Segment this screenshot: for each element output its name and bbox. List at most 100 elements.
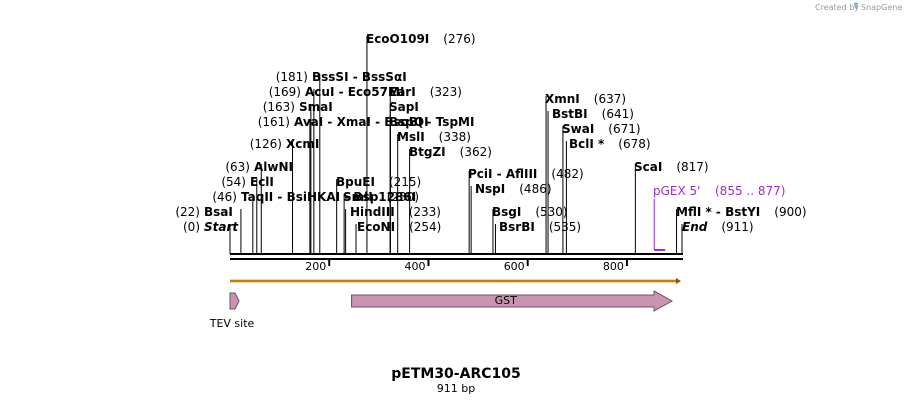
cut-site[interactable]: EcoO109I (276) [366, 32, 476, 254]
cut-site-name: SapI [389, 100, 419, 114]
cut-site[interactable]: SmlI (230) [343, 190, 419, 254]
cut-site-position: (169) [269, 85, 301, 99]
feature-gst[interactable]: GST [351, 290, 674, 312]
cut-site-position: (641) [602, 107, 634, 121]
cut-site-position: (126) [250, 137, 282, 151]
cut-site-position: (323) [430, 85, 462, 99]
cut-site[interactable]: PciI - AflIII (482) [468, 167, 584, 254]
cut-site-name: SwaI [562, 122, 594, 136]
snapgene-logo-icon [854, 2, 858, 9]
cut-site[interactable]: AcuI - Eco57MI (169) [269, 85, 405, 254]
cut-site[interactable]: BtgZI (362) [409, 145, 492, 254]
cut-site-name: ScaI [634, 160, 662, 174]
cut-site[interactable]: AlwNI (63) [225, 160, 293, 254]
axis-tick-label: 400 [404, 260, 425, 273]
cut-site-name: TaqII - BsiHKAI - Bsp1286I [241, 190, 416, 204]
cut-site[interactable]: Start (0) [183, 220, 239, 254]
cut-site-name: BsrBI [499, 220, 535, 234]
cut-site-name: AlwNI [254, 160, 293, 174]
cut-site[interactable]: NspI (486) [470, 182, 552, 254]
feature-arrow [229, 292, 240, 310]
cut-site-name: AvaI - XmaI - BsoBI - TspMI [294, 115, 474, 129]
cut-site[interactable]: BsaI (22) [175, 205, 242, 254]
feature-tev-site[interactable]: TEV site [209, 292, 255, 330]
cut-site-position: (54) [221, 175, 246, 189]
cut-site-position: (22) [175, 205, 200, 219]
cut-site[interactable]: MflI * - BstYI (900) [676, 205, 807, 254]
cut-site-position: (215) [389, 175, 421, 189]
plasmid-title: pETM30-ARC105 [391, 366, 520, 382]
cut-site[interactable]: TaqII - BsiHKAI - Bsp1286I (46) [212, 190, 416, 254]
cut-site-position: (230) [387, 190, 419, 204]
cut-site-position: (276) [443, 32, 475, 46]
cut-site-name: EclI [250, 175, 274, 189]
cut-site[interactable]: EcoNI (254) [355, 220, 441, 254]
cut-site[interactable]: End (911) [681, 220, 754, 254]
cut-site-position: (486) [519, 182, 551, 196]
cut-site[interactable]: MslI (338) [397, 130, 471, 254]
cut-site[interactable]: BstBI (641) [547, 107, 634, 254]
cut-site[interactable]: SwaI (671) [562, 122, 641, 254]
cut-site[interactable]: BsgI (530) [492, 205, 568, 254]
cut-site-position: (678) [618, 137, 650, 151]
cut-site-name: MflI * - BstYI [676, 205, 760, 219]
cut-site-name: EcoNI [357, 220, 395, 234]
cut-site-name: SmlI [343, 190, 373, 204]
cut-site[interactable]: HindIII (233) [345, 205, 441, 254]
axis-tick-label: 600 [504, 260, 525, 273]
cut-site-position: (46) [212, 190, 237, 204]
cut-site[interactable]: AvaI - XmaI - BsoBI - TspMI (161) [258, 115, 475, 254]
primer-name[interactable]: pGEX 5' [653, 184, 700, 198]
cut-site[interactable]: XmnI (637) [545, 92, 626, 254]
cut-site-name: End [682, 220, 708, 234]
cut-site[interactable]: BspQI [389, 115, 429, 254]
cut-site[interactable]: SmaI (163) [263, 100, 333, 254]
cut-site-name: EarI [389, 85, 416, 99]
cut-sites: Start (0) BsaI (22) TaqII - BsiHKAI - Bsp128… [175, 32, 807, 254]
cut-site-name: EcoO109I [366, 32, 429, 46]
credit-text: Created by [815, 3, 859, 12]
cut-site[interactable]: BsrBI (535) [494, 220, 581, 254]
cut-site[interactable]: EclI (54) [221, 175, 274, 254]
cut-site-name: BsaI [204, 205, 233, 219]
cut-site-position: (0) [183, 220, 200, 234]
orf-arrow [230, 278, 681, 284]
feature-label: GST [495, 294, 518, 307]
primer: pGEX 5' (855 .. 877) [653, 184, 785, 251]
cut-site-position: (900) [774, 205, 806, 219]
cut-site[interactable]: BpuEI (215) [336, 175, 421, 254]
cut-site-name: AcuI - Eco57MI [305, 85, 404, 99]
primer-range: (855 .. 877) [715, 184, 785, 198]
cut-site-name: BtgZI [409, 145, 446, 159]
cut-site-name: BclI * [569, 137, 605, 151]
cut-site-name: MslI [397, 130, 425, 144]
cut-site-name: BsgI [492, 205, 521, 219]
cut-site-position: (254) [409, 220, 441, 234]
cut-site-position: (233) [409, 205, 441, 219]
cut-site-name: SmaI [299, 100, 333, 114]
axis-tick-label: 200 [305, 260, 326, 273]
features: TEV site GST [209, 290, 674, 330]
cut-site-name: BstBI [552, 107, 588, 121]
cut-site-position: (181) [276, 70, 308, 84]
cut-site-position: (671) [608, 122, 640, 136]
cut-site-name: XmnI [545, 92, 580, 106]
cut-site-name: BssSI - BssSαI [312, 70, 407, 84]
cut-site-position: (482) [551, 167, 583, 181]
cut-site-name: BpuEI [336, 175, 375, 189]
cut-site-position: (338) [439, 130, 471, 144]
cut-site-position: (911) [721, 220, 753, 234]
cut-site-name: NspI [475, 182, 505, 196]
cut-site-position: (530) [535, 205, 567, 219]
cut-site-position: (163) [263, 100, 295, 114]
cut-site-position: (535) [549, 220, 581, 234]
cut-site[interactable]: BssSI - BssSαI (181) [276, 70, 407, 254]
cut-site-name: BspQI [389, 115, 429, 129]
cut-site[interactable]: ScaI (817) [634, 160, 709, 254]
cut-site-name: PciI - AflIII [468, 167, 537, 181]
plasmid-length: 911 bp [437, 382, 475, 395]
cut-site[interactable]: BclI * (678) [565, 137, 651, 254]
feature-arrow [351, 290, 674, 312]
brand-text: SnapGene [861, 3, 902, 12]
